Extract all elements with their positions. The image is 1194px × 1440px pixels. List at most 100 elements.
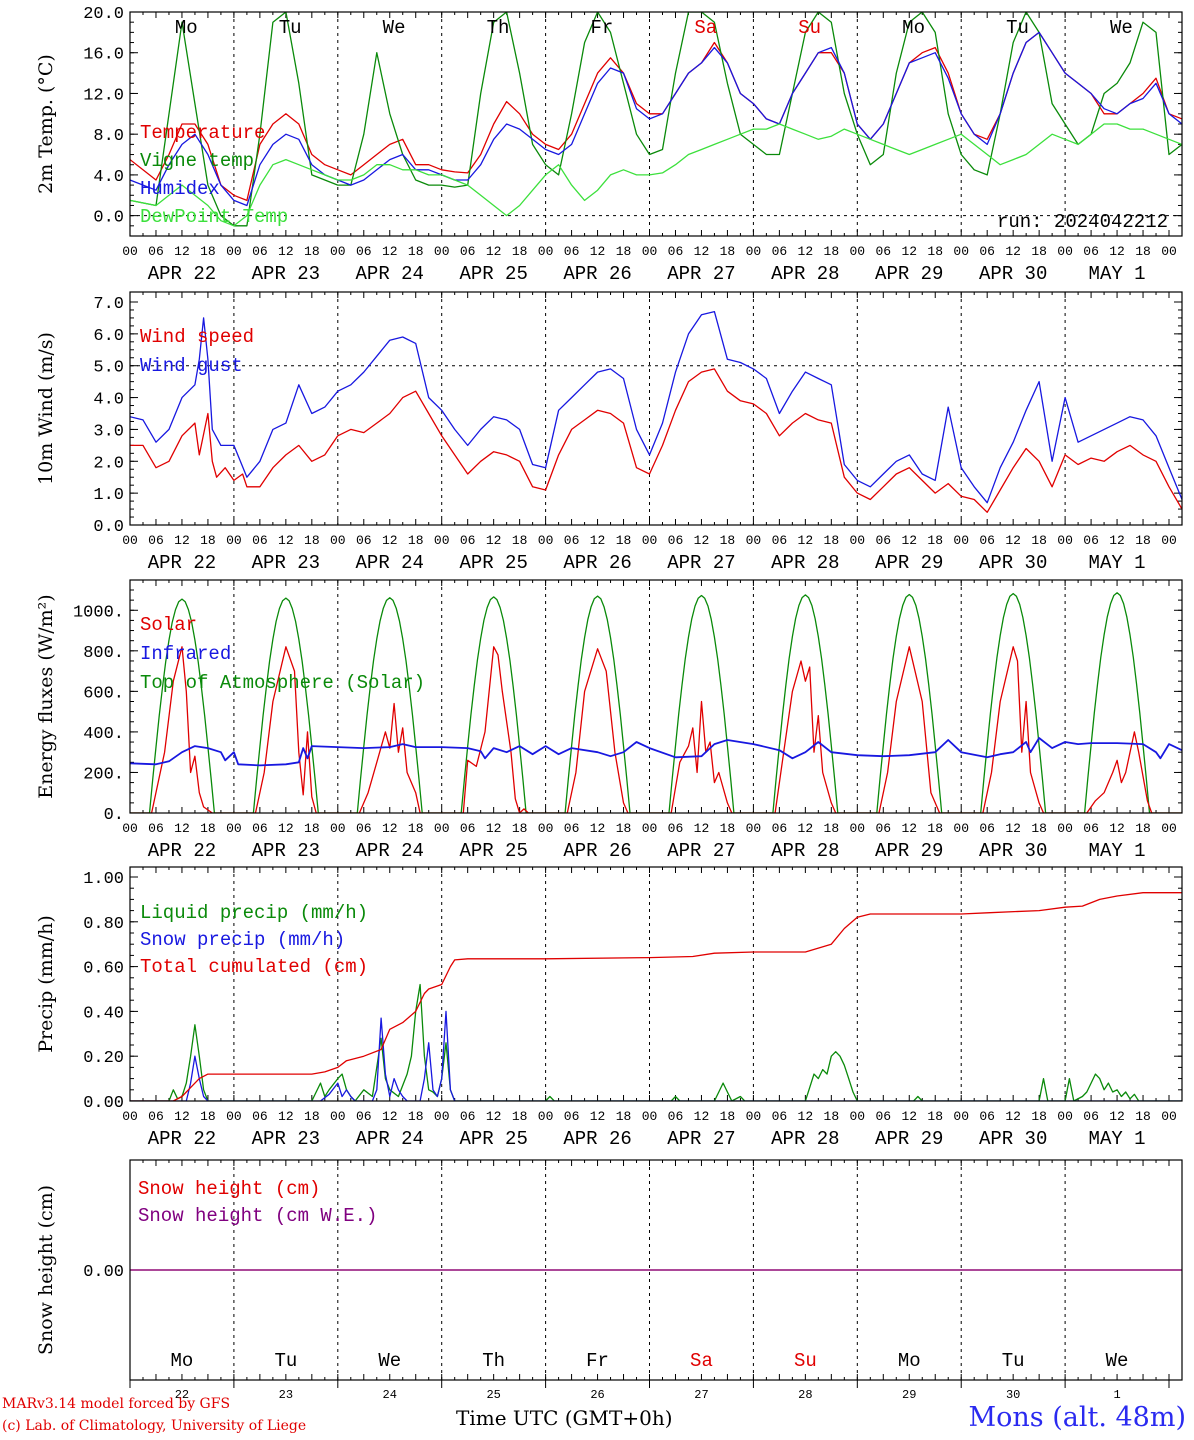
hour-tick-label: 00 (1161, 244, 1177, 259)
hour-tick-label: 06 (564, 821, 580, 836)
date-label: APR 30 (979, 263, 1047, 285)
hour-tick-label: 12 (901, 1109, 917, 1124)
date-label: APR 28 (771, 840, 839, 862)
hour-tick-label: 00 (746, 1109, 762, 1124)
hour-tick-label: 12 (590, 244, 606, 259)
y-tick-label: 8.0 (93, 127, 124, 146)
legend-entry: Solar (140, 614, 197, 636)
hour-tick-label: 06 (356, 533, 372, 548)
hour-tick-label: 00 (330, 1109, 346, 1124)
hour-tick-label: 12 (382, 244, 398, 259)
legend-entry: Snow precip (mm/h) (140, 929, 345, 951)
date-label: APR 28 (771, 552, 839, 574)
y-tick-label: 7.0 (93, 295, 124, 314)
day-number: 1 (1113, 1388, 1120, 1402)
hour-tick-label: 06 (979, 821, 995, 836)
weekday-label: Fr (590, 17, 613, 39)
date-label: APR 24 (356, 263, 424, 285)
y-tick-label: 0.00 (83, 1094, 124, 1113)
hour-tick-label: 12 (486, 1109, 502, 1124)
date-label: MAY 1 (1089, 263, 1146, 285)
hour-tick-label: 18 (616, 821, 632, 836)
hour-tick-label: 18 (824, 533, 840, 548)
hour-tick-label: 06 (772, 821, 788, 836)
hour-tick-label: 00 (850, 1109, 866, 1124)
y-tick-label: 0.0 (93, 518, 124, 537)
y-axis-label: Precip (mm/h) (35, 915, 57, 1053)
date-label: APR 29 (875, 840, 943, 862)
legend-entry: Wind gust (140, 355, 243, 377)
date-label: APR 28 (771, 263, 839, 285)
y-tick-label: 1.00 (83, 870, 124, 889)
date-label: APR 22 (148, 552, 216, 574)
y-tick-label: 600. (83, 684, 124, 703)
hour-tick-label: 00 (1161, 533, 1177, 548)
hour-tick-label: 06 (668, 1109, 684, 1124)
weekday-label: We (378, 1350, 401, 1372)
date-label: APR 23 (252, 552, 320, 574)
legend-entry: Humidex (140, 178, 220, 200)
y-tick-label: 0.40 (83, 1004, 124, 1023)
hour-tick-label: 18 (512, 821, 528, 836)
hour-tick-label: 06 (252, 533, 268, 548)
hour-tick-label: 12 (1005, 1109, 1021, 1124)
hour-tick-label: 18 (616, 533, 632, 548)
hour-tick-label: 18 (512, 244, 528, 259)
day-number: 27 (694, 1388, 708, 1402)
hour-tick-label: 12 (278, 244, 294, 259)
hour-tick-label: 06 (148, 533, 164, 548)
date-label: APR 24 (356, 840, 424, 862)
weekday-label: Th (487, 17, 510, 39)
hour-tick-label: 06 (148, 1109, 164, 1124)
hour-tick-label: 12 (278, 1109, 294, 1124)
hour-tick-label: 06 (875, 1109, 891, 1124)
hour-tick-label: 18 (1031, 821, 1047, 836)
hour-tick-label: 06 (875, 244, 891, 259)
date-label: APR 26 (563, 1128, 631, 1150)
hour-tick-label: 06 (1083, 1109, 1099, 1124)
hour-tick-label: 00 (1057, 533, 1073, 548)
hour-tick-label: 12 (590, 821, 606, 836)
hour-tick-label: 06 (564, 1109, 580, 1124)
hour-tick-label: 00 (1057, 1109, 1073, 1124)
hour-tick-label: 18 (927, 821, 943, 836)
hour-tick-label: 00 (122, 1109, 138, 1124)
hour-tick-label: 00 (953, 533, 969, 548)
panel-temperature: 0.0 4.0 8.0 12.0 16.0 20.0 00 06 12 18 00 06 12 18 00 0… (35, 5, 1183, 285)
hour-tick-label: 00 (850, 821, 866, 836)
hour-tick-label: 12 (486, 821, 502, 836)
y-tick-label: 4.0 (93, 168, 124, 187)
hour-tick-label: 06 (252, 1109, 268, 1124)
date-label: APR 22 (148, 840, 216, 862)
hour-tick-label: 06 (460, 533, 476, 548)
station-name: Mons (alt. 48m) (968, 1402, 1186, 1433)
hour-tick-label: 18 (1031, 244, 1047, 259)
y-tick-label: 20.0 (83, 5, 124, 24)
hour-tick-label: 18 (200, 244, 216, 259)
hour-tick-label: 06 (564, 244, 580, 259)
hour-tick-label: 12 (174, 244, 190, 259)
hour-tick-label: 00 (642, 1109, 658, 1124)
hour-tick-label: 00 (1161, 1109, 1177, 1124)
y-tick-label: 5.0 (93, 359, 124, 378)
hour-tick-label: 00 (330, 821, 346, 836)
hour-tick-label: 18 (1031, 533, 1047, 548)
y-tick-label: 0.80 (83, 915, 124, 934)
series-line (130, 31, 1182, 207)
hour-tick-label: 12 (798, 533, 814, 548)
hour-tick-label: 18 (1135, 1109, 1151, 1124)
date-label: APR 27 (667, 840, 735, 862)
hour-tick-label: 12 (1109, 244, 1125, 259)
y-tick-label: 12.0 (83, 86, 124, 105)
hour-tick-label: 00 (746, 821, 762, 836)
hour-tick-label: 12 (798, 1109, 814, 1124)
model-credit: MARv3.14 model forced by GFS (2, 1396, 231, 1412)
weekday-label: We (383, 17, 406, 39)
plot-frame (129, 11, 1183, 237)
hour-tick-label: 00 (953, 1109, 969, 1124)
copyright: (c) Lab. of Climatology, University of L… (2, 1418, 307, 1434)
hour-tick-label: 00 (538, 533, 554, 548)
day-number: 29 (902, 1388, 916, 1402)
weekday-label: Th (482, 1350, 505, 1372)
date-label: APR 27 (667, 263, 735, 285)
